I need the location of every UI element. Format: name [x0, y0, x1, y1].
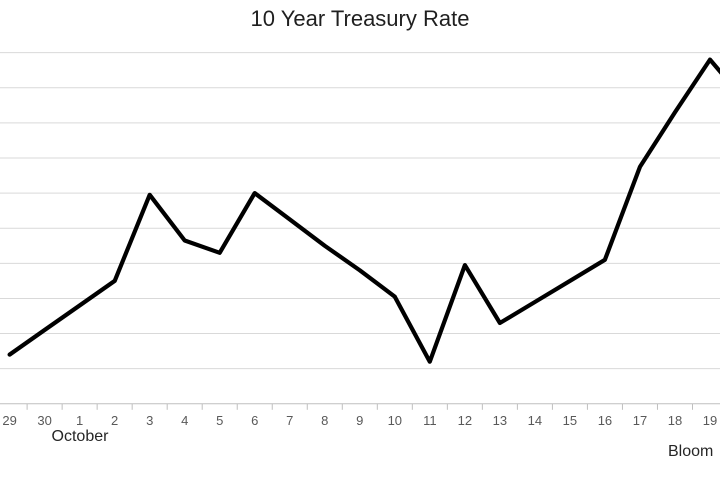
x-tick-label: 17	[633, 413, 647, 428]
x-tick-label: 16	[598, 413, 612, 428]
x-tick-label: 4	[181, 413, 188, 428]
x-axis-month-label: October	[51, 428, 109, 445]
x-tick-label: 1	[76, 413, 83, 428]
x-tick-label: 8	[321, 413, 328, 428]
x-tick-label: 10	[388, 413, 402, 428]
x-tick-label: 2	[111, 413, 118, 428]
x-tick-label: 14	[528, 413, 542, 428]
attribution-label: Bloom	[668, 443, 714, 460]
x-tick-label: 5	[216, 413, 223, 428]
treasury-rate-line	[7, 57, 720, 364]
x-tick-label: 18	[668, 413, 682, 428]
x-tick-label: 30	[37, 413, 51, 428]
x-tick-label: 13	[493, 413, 507, 428]
x-tick-label: 3	[146, 413, 153, 428]
x-tick-label: 9	[356, 413, 363, 428]
x-tick-label: 15	[563, 413, 577, 428]
x-tick-label: 11	[423, 413, 437, 428]
x-tick-label: 29	[2, 413, 16, 428]
x-tick-label: 12	[458, 413, 472, 428]
x-tick-label: 19	[703, 413, 717, 428]
chart-title: 10 Year Treasury Rate	[250, 6, 470, 31]
x-tick-label: 6	[251, 413, 258, 428]
x-tick-label: 7	[286, 413, 293, 428]
